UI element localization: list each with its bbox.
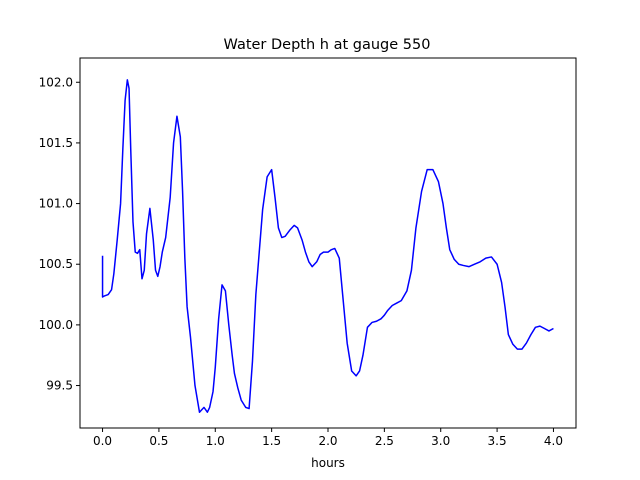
x-tick-label: 3.5 [488, 434, 507, 448]
y-tick-label: 99.5 [46, 379, 73, 393]
y-tick-label: 100.0 [39, 318, 73, 332]
x-axis: 0.0 0.5 1.0 1.5 2.0 2.5 3.0 3.5 4.0 [93, 428, 563, 448]
x-tick-label: 2.5 [375, 434, 394, 448]
x-tick-label: 3.0 [431, 434, 450, 448]
x-tick-label: 4.0 [544, 434, 563, 448]
x-tick-label: 0.0 [93, 434, 112, 448]
x-tick-label: 2.0 [318, 434, 337, 448]
x-axis-label: hours [311, 456, 345, 470]
y-axis: 99.5 100.0 100.5 101.0 101.5 102.0 [39, 75, 80, 393]
x-tick-label: 0.5 [149, 434, 168, 448]
y-tick-label: 102.0 [39, 75, 73, 89]
plot-area [101, 79, 554, 413]
y-tick-label: 100.5 [39, 257, 73, 271]
x-tick-label: 1.0 [206, 434, 225, 448]
chart-title: Water Depth h at gauge 550 [224, 37, 431, 53]
y-tick-label: 101.0 [39, 197, 73, 211]
y-tick-label: 101.5 [39, 136, 73, 150]
series-line-0 [101, 79, 554, 413]
x-tick-label: 1.5 [262, 434, 281, 448]
